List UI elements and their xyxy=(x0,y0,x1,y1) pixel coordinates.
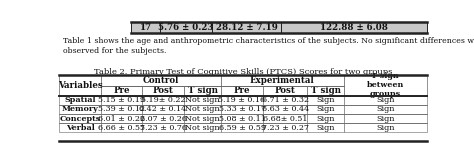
Text: Sign: Sign xyxy=(316,96,335,104)
Bar xyxy=(101,86,142,96)
Bar xyxy=(307,114,344,123)
Text: 6.07 ± 0.26: 6.07 ± 0.26 xyxy=(139,114,187,123)
Bar xyxy=(221,75,344,86)
Bar xyxy=(307,105,344,114)
Bar xyxy=(263,123,307,132)
Bar xyxy=(221,96,263,105)
Bar xyxy=(344,96,427,105)
Bar xyxy=(59,105,101,114)
Text: 5.19± 0.22: 5.19± 0.22 xyxy=(141,96,185,104)
Text: T sign: T sign xyxy=(310,86,341,95)
Text: Memory: Memory xyxy=(62,105,99,113)
Text: 6.63 ± 0.44: 6.63 ± 0.44 xyxy=(262,105,309,113)
Text: T sign: T sign xyxy=(188,86,218,95)
Text: 6.68± 0.51: 6.68± 0.51 xyxy=(263,114,308,123)
Text: 6.42 ± 0.14: 6.42 ± 0.14 xyxy=(139,105,187,113)
Text: Variables: Variables xyxy=(58,81,103,90)
Bar xyxy=(101,105,142,114)
Text: Not sign: Not sign xyxy=(185,124,220,132)
Bar xyxy=(212,22,282,33)
Bar xyxy=(160,22,212,33)
Text: Table 2. Primary Test of Cognitive Skills (PTCS) Scores for two groups: Table 2. Primary Test of Cognitive Skill… xyxy=(94,68,392,76)
Bar xyxy=(59,123,101,132)
Bar xyxy=(221,105,263,114)
Text: Table 1 shows the age and anthropometric characteristics of the subjects. No sig: Table 1 shows the age and anthropometric… xyxy=(63,37,474,55)
Bar xyxy=(307,123,344,132)
Bar xyxy=(221,123,263,132)
Text: T sign
between
groups: T sign between groups xyxy=(367,72,404,98)
Text: 5.15 ± 0.19: 5.15 ± 0.19 xyxy=(98,96,145,104)
Bar xyxy=(184,114,221,123)
Bar xyxy=(142,86,184,96)
Text: Sign: Sign xyxy=(316,105,335,113)
Bar xyxy=(184,123,221,132)
Bar xyxy=(101,96,142,105)
Bar xyxy=(263,114,307,123)
Text: 7.23 ± 0.76: 7.23 ± 0.76 xyxy=(139,124,187,132)
Text: Sign: Sign xyxy=(376,105,394,113)
Bar xyxy=(131,22,160,33)
Bar xyxy=(344,105,427,114)
Text: Spatial: Spatial xyxy=(64,96,96,104)
Text: 6.71 ± 0.32: 6.71 ± 0.32 xyxy=(262,96,309,104)
Text: 7.23 ± 0.27: 7.23 ± 0.27 xyxy=(262,124,309,132)
Text: Not sign: Not sign xyxy=(185,114,220,123)
Text: Pre: Pre xyxy=(113,86,130,95)
Text: 5.19 ± 0.16: 5.19 ± 0.16 xyxy=(219,96,265,104)
Bar xyxy=(282,22,427,33)
Text: Post: Post xyxy=(275,86,296,95)
Bar xyxy=(263,105,307,114)
Bar xyxy=(142,123,184,132)
Bar xyxy=(184,105,221,114)
Bar xyxy=(142,105,184,114)
Text: 122.88 ± 6.08: 122.88 ± 6.08 xyxy=(320,23,388,32)
Bar xyxy=(59,96,101,105)
Text: Not sign: Not sign xyxy=(185,96,220,104)
Text: 17: 17 xyxy=(139,23,152,32)
Text: 6.66 ± 0.55: 6.66 ± 0.55 xyxy=(98,124,145,132)
Bar xyxy=(307,86,344,96)
Bar xyxy=(263,86,307,96)
Bar xyxy=(263,96,307,105)
Bar xyxy=(344,75,427,96)
Text: Experimental: Experimental xyxy=(250,76,315,85)
Text: Concepts: Concepts xyxy=(60,114,101,123)
Text: Sign: Sign xyxy=(376,124,394,132)
Text: Sign: Sign xyxy=(376,96,394,104)
Bar xyxy=(59,114,101,123)
Bar xyxy=(101,114,142,123)
Text: 6.59 ± 0.59: 6.59 ± 0.59 xyxy=(219,124,265,132)
Text: Verbal: Verbal xyxy=(66,124,95,132)
Text: Sign: Sign xyxy=(316,124,335,132)
Bar xyxy=(344,114,427,123)
Bar xyxy=(59,75,101,96)
Text: Sign: Sign xyxy=(316,114,335,123)
Text: 5.76 ± 0.23: 5.76 ± 0.23 xyxy=(158,23,214,32)
Text: Sign: Sign xyxy=(376,114,394,123)
Text: 28.12 ± 7.19: 28.12 ± 7.19 xyxy=(216,23,277,32)
Bar xyxy=(184,96,221,105)
Bar xyxy=(101,75,221,86)
Text: Post: Post xyxy=(153,86,173,95)
Bar xyxy=(307,96,344,105)
Text: 5.08 ± 0.11: 5.08 ± 0.11 xyxy=(219,114,265,123)
Bar xyxy=(221,114,263,123)
Text: 5.39 ± 0.12: 5.39 ± 0.12 xyxy=(98,105,145,113)
Text: Not sign: Not sign xyxy=(185,105,220,113)
Text: Pre: Pre xyxy=(234,86,250,95)
Text: 6.01 ± 0.22: 6.01 ± 0.22 xyxy=(98,114,145,123)
Text: 5.33 ± 0.17: 5.33 ± 0.17 xyxy=(219,105,265,113)
Bar xyxy=(184,86,221,96)
Text: Control: Control xyxy=(143,76,179,85)
Bar xyxy=(142,96,184,105)
Bar xyxy=(101,123,142,132)
Bar xyxy=(221,86,263,96)
Bar xyxy=(142,114,184,123)
Bar xyxy=(344,123,427,132)
